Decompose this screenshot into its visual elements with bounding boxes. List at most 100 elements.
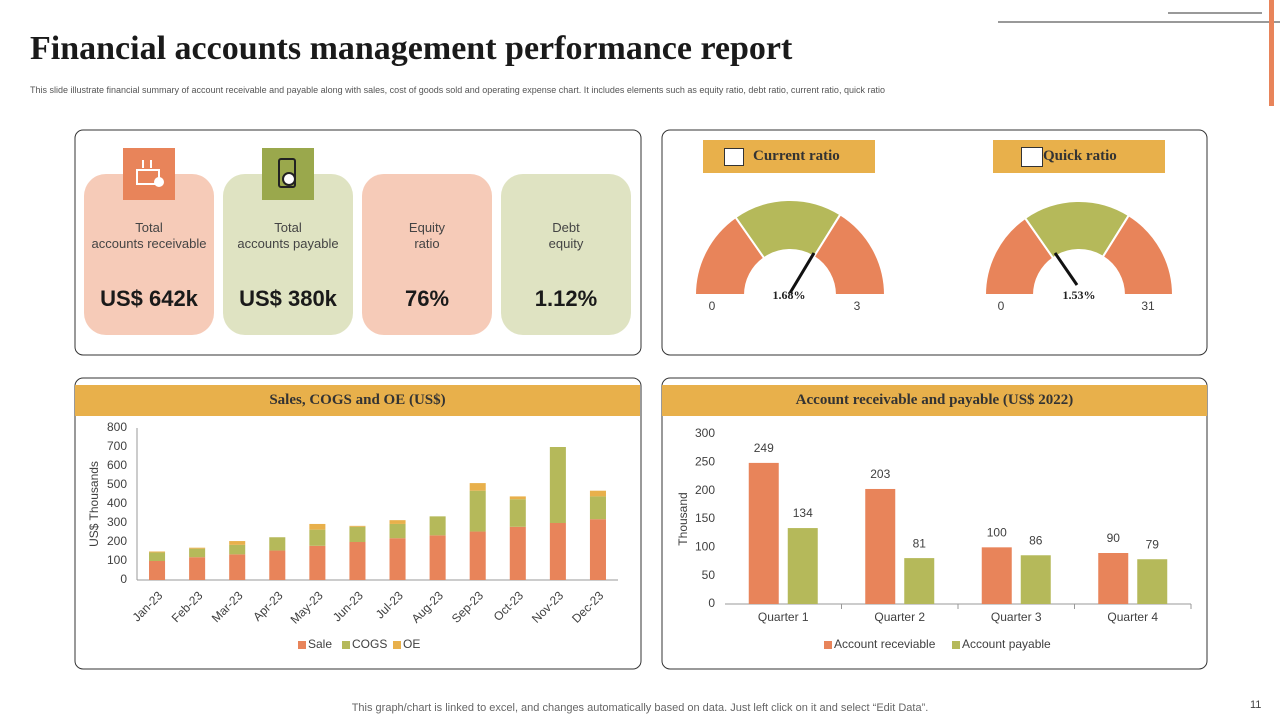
legend-swatch bbox=[342, 641, 350, 649]
data-label: 203 bbox=[870, 467, 890, 481]
y-tick-label: 100 bbox=[107, 553, 127, 567]
bar bbox=[787, 528, 818, 604]
chart-panel bbox=[74, 377, 642, 670]
bar-segment bbox=[469, 490, 486, 532]
chart-title: Account receivable and payable (US$ 2022… bbox=[662, 385, 1207, 416]
data-label: 86 bbox=[1029, 533, 1043, 547]
kpi-panel bbox=[74, 129, 642, 356]
bar-segment bbox=[349, 526, 366, 542]
legend-label: Account payable bbox=[962, 637, 1051, 651]
gauge-needle bbox=[1053, 252, 1079, 286]
page-number: 11 bbox=[1250, 699, 1262, 711]
chart-panel bbox=[661, 377, 1208, 670]
icon-graphic bbox=[136, 160, 164, 187]
gauge-icon bbox=[1021, 147, 1043, 167]
bar-segment bbox=[269, 550, 286, 580]
bar-segment bbox=[429, 535, 446, 580]
data-label: 90 bbox=[1107, 531, 1121, 545]
gauge-title: Quick ratio bbox=[993, 140, 1165, 173]
gauge-panel bbox=[661, 129, 1208, 356]
y-tick-label: 500 bbox=[107, 477, 127, 491]
bar-segment bbox=[149, 561, 166, 580]
y-tick-label: 50 bbox=[702, 568, 716, 582]
data-label: 249 bbox=[754, 441, 774, 455]
bar-segment bbox=[309, 529, 326, 546]
chart-title: Sales, COGS and OE (US$) bbox=[75, 385, 640, 416]
gauge-icon bbox=[724, 148, 744, 166]
subtitle: This slide illustrate financial summary … bbox=[30, 85, 885, 95]
bar bbox=[1020, 555, 1051, 604]
x-tick-label: Quarter 3 bbox=[991, 610, 1042, 624]
bar bbox=[904, 558, 935, 604]
data-label: 81 bbox=[913, 536, 927, 550]
icon bbox=[262, 148, 314, 200]
bar-segment bbox=[429, 516, 446, 536]
bar-segment bbox=[349, 542, 366, 580]
y-axis-title: US$ Thousands bbox=[87, 461, 101, 547]
icon-graphic bbox=[278, 158, 296, 188]
kpi-value: 76% bbox=[404, 286, 450, 311]
bar-segment bbox=[229, 554, 246, 580]
y-tick-label: 400 bbox=[107, 496, 127, 510]
kpi-value: US$ 642k bbox=[100, 286, 198, 311]
bar bbox=[1137, 559, 1168, 604]
y-tick-label: 150 bbox=[695, 511, 715, 525]
kpi-card: Total accounts payable US$ 380k bbox=[223, 174, 353, 335]
gauge-title-text: Current ratio bbox=[753, 148, 840, 164]
data-label: 134 bbox=[793, 506, 813, 520]
title: Financial accounts management performanc… bbox=[30, 30, 793, 67]
bar-segment bbox=[389, 520, 406, 524]
kpi-card: Total accounts receivable US$ 642k bbox=[84, 174, 214, 335]
gauge-value: 1.53% bbox=[1063, 288, 1096, 302]
y-tick-label: 600 bbox=[107, 458, 127, 472]
bar-segment bbox=[589, 519, 606, 580]
kpi-card: Equity ratio 76% bbox=[362, 174, 492, 335]
bar-segment bbox=[149, 552, 166, 561]
bar-segment bbox=[389, 523, 406, 539]
gauge-min: 0 bbox=[709, 299, 716, 313]
bar-segment bbox=[349, 525, 366, 527]
bar-segment bbox=[189, 548, 206, 558]
gauge-segment bbox=[1101, 213, 1175, 296]
x-tick-label: Quarter 1 bbox=[758, 610, 809, 624]
y-tick-label: 200 bbox=[107, 534, 127, 548]
gauge-segment bbox=[812, 213, 887, 296]
bar-segment bbox=[229, 541, 246, 545]
bar-segment bbox=[469, 483, 486, 491]
y-tick-label: 250 bbox=[695, 455, 715, 469]
y-tick-label: 0 bbox=[708, 596, 715, 610]
legend-swatch bbox=[298, 641, 306, 649]
y-tick-label: 300 bbox=[107, 515, 127, 529]
kpi-label: Debt equity bbox=[548, 220, 584, 251]
legend-swatch bbox=[952, 641, 960, 649]
bar-segment bbox=[269, 537, 286, 551]
gauge-title-text: Quick ratio bbox=[1043, 148, 1117, 164]
x-tick-label: Quarter 4 bbox=[1107, 610, 1158, 624]
bar bbox=[981, 547, 1012, 604]
bar-segment bbox=[589, 490, 606, 497]
y-axis-title: Thousand bbox=[676, 492, 690, 545]
footer-note: This graph/chart is linked to excel, and… bbox=[351, 702, 929, 714]
kpi-value: US$ 380k bbox=[239, 286, 337, 311]
bar-segment bbox=[469, 531, 486, 580]
bar-segment bbox=[549, 447, 566, 523]
bar-segment bbox=[309, 545, 326, 580]
bar-segment bbox=[509, 499, 526, 527]
bar-segment bbox=[189, 547, 206, 549]
x-tick-label: Quarter 2 bbox=[874, 610, 925, 624]
gauge-value: 1.68% bbox=[773, 288, 806, 302]
bar-segment bbox=[509, 526, 526, 580]
gauge-needle bbox=[788, 252, 816, 294]
data-label: 79 bbox=[1146, 537, 1160, 551]
data-label: 100 bbox=[987, 526, 1007, 540]
legend-label: OE bbox=[403, 637, 420, 651]
legend-swatch bbox=[824, 641, 832, 649]
bar-segment bbox=[189, 557, 206, 580]
legend-label: COGS bbox=[352, 637, 387, 651]
kpi-label: Total accounts receivable bbox=[91, 220, 207, 251]
bar-segment bbox=[509, 496, 526, 500]
legend-swatch bbox=[393, 641, 401, 649]
bar-segment bbox=[389, 538, 406, 580]
